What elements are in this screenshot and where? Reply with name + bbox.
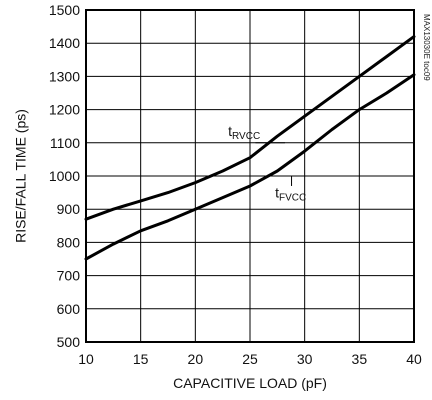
figure-code: MAX13030E toc09 [422,14,431,81]
y-tick-label: 1200 [49,102,80,118]
x-tick-label: 35 [352,351,368,367]
x-tick-label: 25 [242,351,258,367]
series-group [84,35,416,261]
y-axis-label: RISE/FALL TIME (ps) [13,109,29,243]
x-tick-label: 40 [406,351,422,367]
series-line-rvcc [84,35,416,221]
x-axis-label: CAPACITIVE LOAD (pF) [173,375,327,391]
y-tick-label: 1000 [49,168,80,184]
series-label-fvcc: tFVCC [275,185,306,204]
x-tick-label: 10 [78,351,94,367]
grid-lines [86,10,414,342]
x-tick-labels: 10 15 20 25 30 35 40 [78,351,422,367]
series-label-rvcc: tRVCC [228,123,260,142]
y-tick-label: 500 [57,334,81,350]
y-tick-label: 1500 [49,2,80,18]
y-tick-label: 600 [57,301,81,317]
x-tick-label: 30 [297,351,313,367]
series-label-main: t [228,123,232,139]
plot-frame [85,9,415,343]
series-label-subscript: RVCC [232,131,260,142]
x-tick-label: 20 [188,351,204,367]
series-label-subscript: FVCC [279,193,306,204]
y-tick-label: 1400 [49,35,80,51]
series-line-fvcc [84,73,416,261]
y-tick-label: 800 [57,234,81,250]
y-tick-label: 1300 [49,68,80,84]
series-label-main: t [275,185,279,201]
y-tick-label: 700 [57,268,81,284]
y-tick-label: 1100 [50,135,80,151]
x-tick-label: 15 [133,351,149,367]
y-tick-labels: 500 600 700 800 900 1000 1100 1200 1300 1400 1500 [49,2,80,350]
y-tick-label: 900 [57,201,81,217]
